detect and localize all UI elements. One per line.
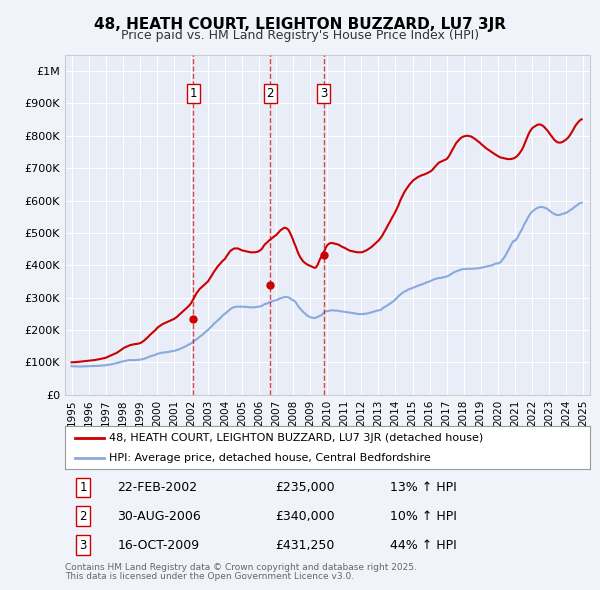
Text: Contains HM Land Registry data © Crown copyright and database right 2025.: Contains HM Land Registry data © Crown c… (65, 563, 416, 572)
Text: 44% ↑ HPI: 44% ↑ HPI (391, 539, 457, 552)
Text: 48, HEATH COURT, LEIGHTON BUZZARD, LU7 3JR: 48, HEATH COURT, LEIGHTON BUZZARD, LU7 3… (94, 17, 506, 31)
Text: 2: 2 (79, 510, 87, 523)
Text: 30-AUG-2006: 30-AUG-2006 (118, 510, 201, 523)
Text: 3: 3 (320, 87, 328, 100)
Text: 3: 3 (79, 539, 87, 552)
Text: 1: 1 (79, 481, 87, 494)
Text: Price paid vs. HM Land Registry's House Price Index (HPI): Price paid vs. HM Land Registry's House … (121, 30, 479, 42)
Text: 2: 2 (266, 87, 274, 100)
Text: £431,250: £431,250 (275, 539, 334, 552)
Text: £340,000: £340,000 (275, 510, 334, 523)
Text: £235,000: £235,000 (275, 481, 334, 494)
Text: 1: 1 (190, 87, 197, 100)
Text: HPI: Average price, detached house, Central Bedfordshire: HPI: Average price, detached house, Cent… (109, 453, 431, 463)
Text: 48, HEATH COURT, LEIGHTON BUZZARD, LU7 3JR (detached house): 48, HEATH COURT, LEIGHTON BUZZARD, LU7 3… (109, 433, 484, 443)
Text: 13% ↑ HPI: 13% ↑ HPI (391, 481, 457, 494)
Text: This data is licensed under the Open Government Licence v3.0.: This data is licensed under the Open Gov… (65, 572, 354, 581)
Text: 16-OCT-2009: 16-OCT-2009 (118, 539, 199, 552)
Text: 10% ↑ HPI: 10% ↑ HPI (391, 510, 457, 523)
Text: 22-FEB-2002: 22-FEB-2002 (118, 481, 197, 494)
